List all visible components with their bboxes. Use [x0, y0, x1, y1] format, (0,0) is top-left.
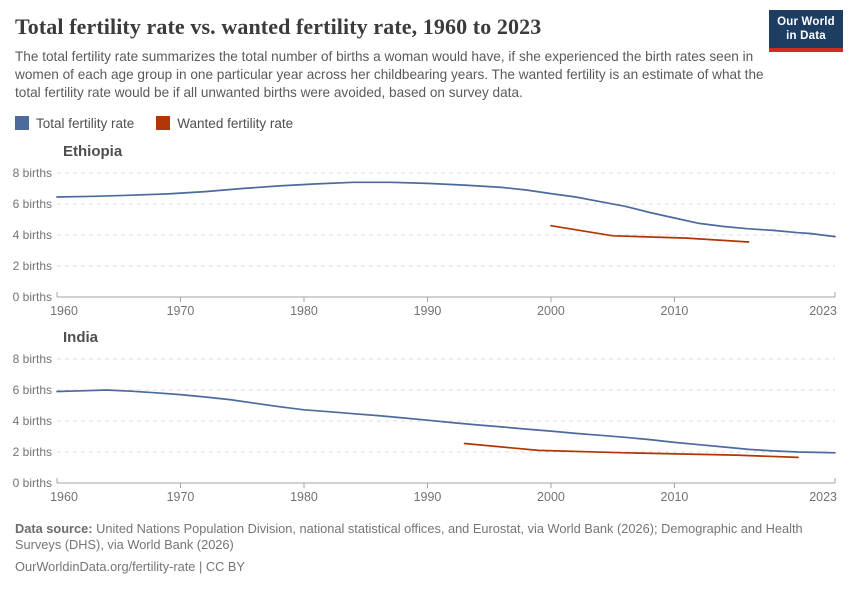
legend-swatch-wanted-fertility	[156, 116, 171, 131]
y-axis-tick-label: 8 births	[13, 352, 52, 366]
x-axis-tick-label: 2010	[661, 490, 689, 504]
owid-logo-line1: Our World	[777, 16, 835, 28]
chart-subtitle: The total fertility rate summarizes the …	[15, 49, 764, 101]
chart-header: Total fertility rate vs. wanted fertilit…	[0, 0, 850, 131]
x-axis-tick-label: 1960	[50, 490, 78, 504]
x-axis-tick-label: 2000	[537, 304, 565, 318]
legend-label-wanted-fertility: Wanted fertility rate	[177, 115, 294, 131]
series-line-total-fertility-rate	[56, 180, 836, 237]
owid-logo-line2: in Data	[786, 30, 826, 43]
license-line: OurWorldinData.org/fertility-rate | CC B…	[15, 558, 245, 574]
x-axis-tick-label: 1980	[290, 304, 318, 318]
y-axis-tick-label: 8 births	[13, 166, 52, 180]
x-axis-tick-label: 1990	[414, 490, 442, 504]
india-chart-svg: 0 births 2 births 4 births 6 births 8 births…	[13, 352, 837, 504]
y-axis-tick-label: 4 births	[13, 228, 52, 242]
x-axis-tick-label: 1970	[167, 490, 195, 504]
india-label: India	[63, 328, 99, 346]
legend-swatch-total-fertility	[15, 116, 29, 131]
x-axis-tick-label: 1990	[414, 304, 442, 318]
india-chart-section: India 0 births 2 births 4 births 6 births 8 …	[0, 329, 850, 509]
y-axis-tick-label: 4 births	[13, 414, 52, 428]
series-line-wanted-fertility-rate	[463, 442, 799, 458]
legend-item-total-fertility: Total fertility rate	[15, 116, 134, 131]
ethiopia-chart-svg: 0 births 2 births 4 births 6 births 8 births…	[13, 166, 837, 318]
series-line-wanted-fertility-rate	[550, 224, 750, 243]
ethiopia-chart-section: Ethiopia 0 births 2 births 4 births 6 birth…	[0, 143, 850, 323]
y-axis-tick-label: 2 births	[13, 259, 52, 273]
owid-logo: Our World in Data	[769, 10, 843, 52]
data-source-line: Data source: United Nations Population D…	[15, 521, 827, 554]
legend-item-wanted-fertility: Wanted fertility rate	[156, 116, 293, 131]
x-axis-tick-label: 1960	[50, 304, 78, 318]
x-axis-tick-label: 2010	[661, 304, 689, 318]
ethiopia-label: Ethiopia	[63, 142, 123, 160]
page-title: Total fertility rate vs. wanted fertilit…	[15, 14, 542, 39]
y-axis-tick-label: 0 births	[13, 476, 52, 490]
y-axis-tick-label: 6 births	[13, 197, 52, 211]
x-axis-tick-label: 1980	[290, 490, 318, 504]
x-axis-tick-label: 1970	[167, 304, 195, 318]
y-axis-tick-label: 2 births	[13, 445, 52, 459]
x-axis-tick-label: 2023	[809, 304, 837, 318]
legend-label-total-fertility: Total fertility rate	[36, 115, 135, 131]
x-axis-tick-label: 2000	[537, 490, 565, 504]
data-source-label: Data source:	[15, 520, 93, 536]
chart-footer: Data source: United Nations Population D…	[0, 509, 850, 576]
data-source-text: United Nations Population Division, nati…	[15, 520, 803, 553]
y-axis-tick-label: 6 births	[13, 383, 52, 397]
x-axis-tick-label: 2023	[809, 490, 837, 504]
y-axis-tick-label: 0 births	[13, 290, 52, 304]
legend: Total fertility rate Wanted fertility ra…	[15, 116, 835, 131]
series-line-total-fertility-rate	[56, 388, 836, 454]
